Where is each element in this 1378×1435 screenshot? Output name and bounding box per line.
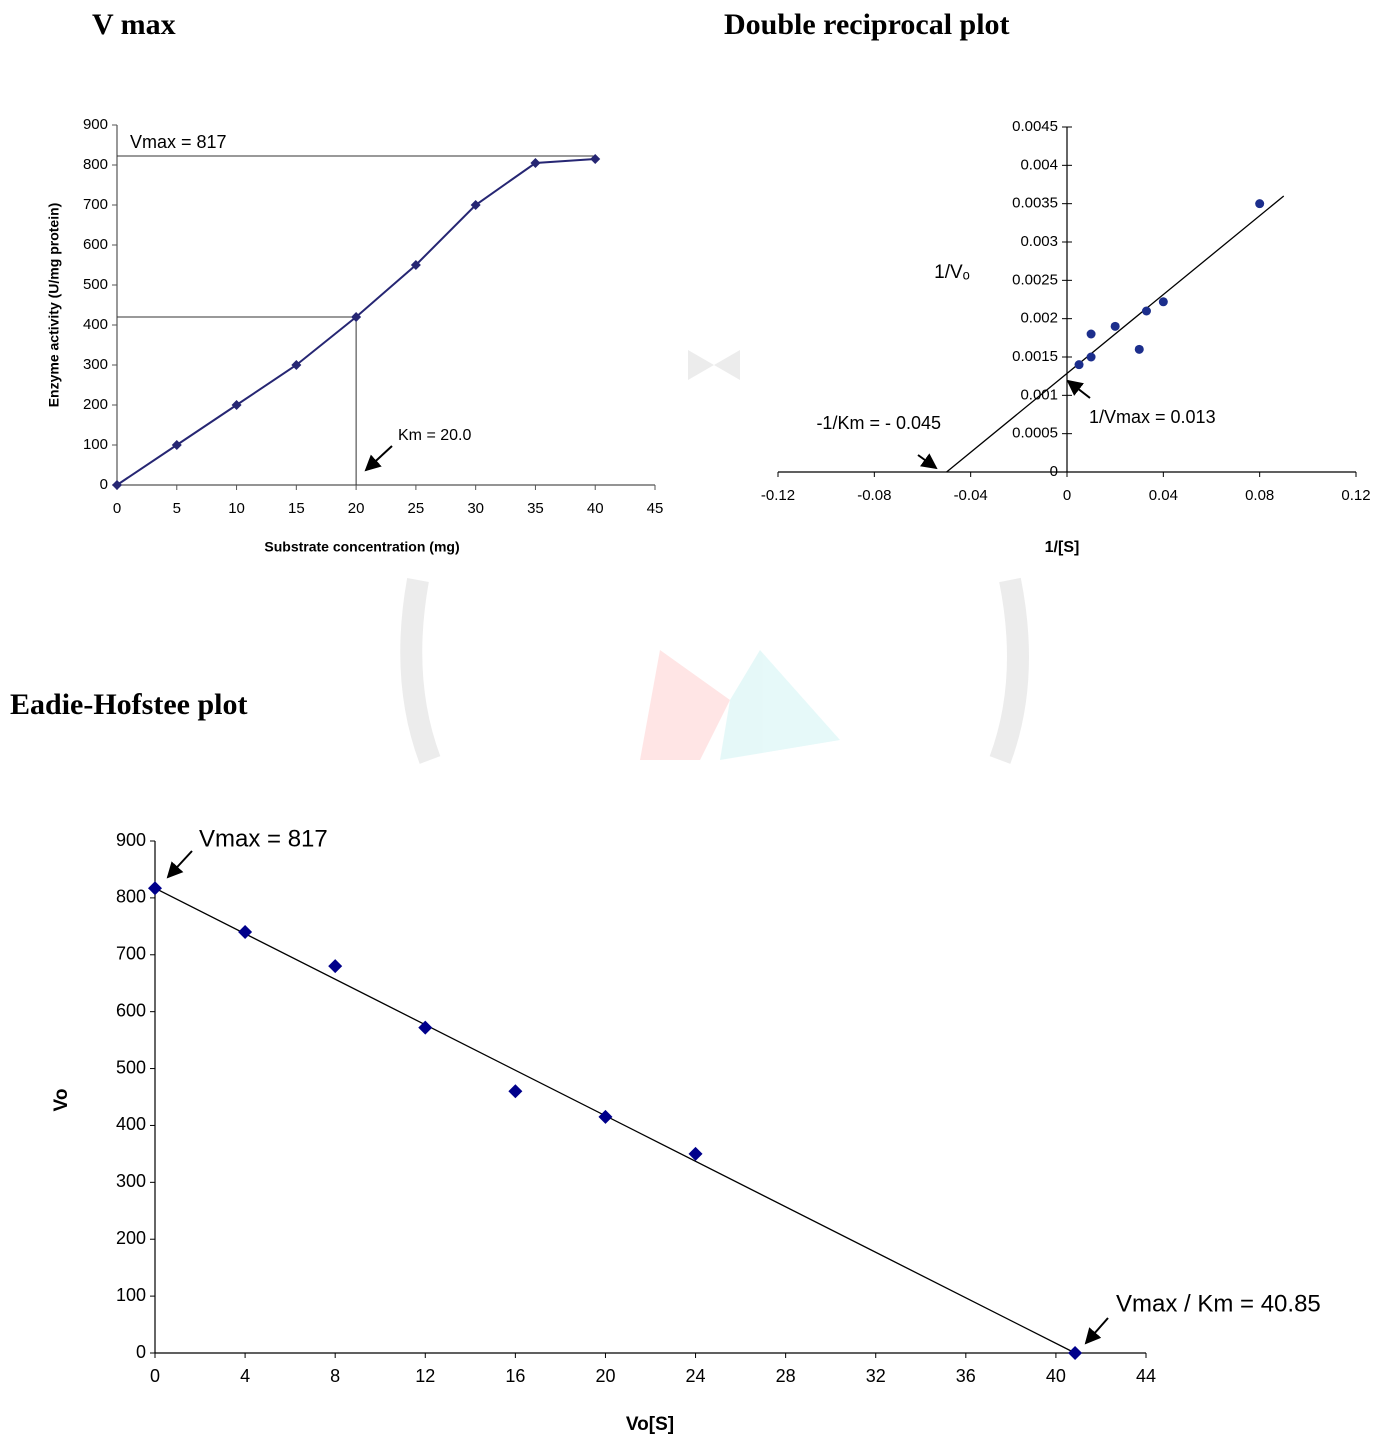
y-tick-label: 0.0035 <box>1012 195 1058 212</box>
chart: V max 0 100 200 300 400 500 600 700 800 900 0 5 10 15 2… <box>46 8 664 555</box>
x-tick-label: 25 <box>408 500 425 517</box>
x-tick-label: 28 <box>776 1366 796 1386</box>
annotation-arrow <box>168 851 192 877</box>
x-tick-label: 36 <box>956 1366 976 1386</box>
x-tick-label: 8 <box>330 1366 340 1386</box>
y-tick-label: 600 <box>83 236 108 253</box>
x-tick-label: 35 <box>527 500 544 517</box>
y-tick-label: 300 <box>83 356 108 373</box>
point <box>1068 1346 1082 1360</box>
trendline <box>947 196 1284 472</box>
document: V max01002003004005006007008009000510152… <box>0 0 1378 1435</box>
y-tick-label: 600 <box>116 1000 146 1020</box>
x-tick-label: 24 <box>686 1366 706 1386</box>
point <box>1159 297 1168 306</box>
annotation: Km = 20.0 <box>398 427 471 444</box>
x-tick-label: -0.08 <box>857 487 891 504</box>
point <box>148 881 162 895</box>
y-tick-label: 200 <box>116 1228 146 1248</box>
x-tick-label: 20 <box>348 500 365 517</box>
y-tick-label: 0.001 <box>1020 386 1058 403</box>
point <box>1087 330 1096 339</box>
y-axis-label: Vo <box>51 1089 72 1112</box>
y-tick-label: 0.0045 <box>1012 118 1058 135</box>
x-tick-label: 30 <box>467 500 484 517</box>
annotation-arrow <box>366 446 392 470</box>
x-axis-label: Substrate concentration (mg) <box>264 539 459 555</box>
y-tick-label: 700 <box>83 196 108 213</box>
y-tick-label: 0.004 <box>1020 156 1058 173</box>
x-tick-label: -0.12 <box>761 487 795 504</box>
point <box>1111 322 1120 331</box>
x-tick-label: 45 <box>647 500 664 517</box>
annotation-arrow <box>1086 1318 1108 1343</box>
annotation: Vmax = 817 <box>130 132 227 152</box>
y-tick-label: 0.002 <box>1020 310 1058 327</box>
y-tick-label: 0.003 <box>1020 233 1058 250</box>
x-tick-label: 32 <box>866 1366 886 1386</box>
annotation: Vmax = 817 <box>199 825 328 852</box>
y-tick-label: 200 <box>83 396 108 413</box>
y-tick-label: 500 <box>83 276 108 293</box>
y-tick-label: 0.0025 <box>1012 271 1058 288</box>
x-tick-label: 4 <box>240 1366 250 1386</box>
y-tick-label: 800 <box>116 887 146 907</box>
annotation-arrow <box>918 455 936 468</box>
x-tick-label: 40 <box>1046 1366 1066 1386</box>
chart: Double reciprocal plot 0 0.0005 0.001 0.0015… <box>724 8 1371 556</box>
chart: Eadie-Hofstee plot0100200300400500600700… <box>10 688 1321 1435</box>
y-tick-label: 100 <box>83 436 108 453</box>
point <box>328 959 342 973</box>
point <box>508 1084 522 1098</box>
x-tick-label: 16 <box>505 1366 525 1386</box>
point <box>1075 360 1084 369</box>
y-axis-label: 1/Vₒ <box>934 262 970 283</box>
x-tick-label: 20 <box>595 1366 615 1386</box>
x-tick-label: 0 <box>150 1366 160 1386</box>
y-tick-label: 900 <box>116 830 146 850</box>
point <box>1087 353 1096 362</box>
point <box>1255 199 1264 208</box>
watermark <box>411 350 1018 760</box>
trendline <box>155 888 1075 1353</box>
y-tick-label: 0 <box>136 1342 146 1362</box>
x-tick-label: 5 <box>173 500 181 517</box>
chart-heading: Eadie-Hofstee plot <box>10 688 247 721</box>
x-tick-label: 15 <box>288 500 305 517</box>
x-tick-label: -0.04 <box>954 487 988 504</box>
y-tick-label: 900 <box>83 116 108 133</box>
y-tick-label: 700 <box>116 944 146 964</box>
annotation: 1/Vmax = 0.013 <box>1089 407 1216 427</box>
x-tick-label: 44 <box>1136 1366 1156 1386</box>
y-tick-label: 800 <box>83 156 108 173</box>
annotation: Vmax / Km = 40.85 <box>1116 1290 1321 1317</box>
point <box>1142 307 1151 316</box>
y-tick-label: 100 <box>116 1285 146 1305</box>
x-tick-label: 0.12 <box>1341 487 1370 504</box>
y-tick-label: 300 <box>116 1171 146 1191</box>
y-tick-label: 400 <box>116 1114 146 1134</box>
chart-heading: Double reciprocal plot <box>724 8 1010 41</box>
x-axis-label: Vo[S] <box>626 1414 674 1435</box>
x-tick-label: 40 <box>587 500 604 517</box>
x-tick-label: 10 <box>228 500 245 517</box>
x-tick-label: 0.08 <box>1245 487 1274 504</box>
chart-heading: V max <box>92 8 176 41</box>
point <box>598 1110 612 1124</box>
y-tick-label: 400 <box>83 316 108 333</box>
y-tick-label: 0.0005 <box>1012 425 1058 442</box>
y-tick-label: 500 <box>116 1057 146 1077</box>
page: {"chart_data": [ {"type": "line", "title… <box>0 0 1378 1435</box>
x-tick-label: 0 <box>113 500 121 517</box>
x-tick-label: 12 <box>415 1366 435 1386</box>
y-tick-label: 0 <box>100 476 108 493</box>
annotation: -1/Km = - 0.045 <box>816 413 941 433</box>
y-tick-label: 0.0015 <box>1012 348 1058 365</box>
point <box>1135 345 1144 354</box>
x-tick-label: 0.04 <box>1149 487 1178 504</box>
y-tick-label: 0 <box>1050 463 1058 480</box>
x-tick-label: 0 <box>1063 487 1071 504</box>
y-axis-label: Enzyme activity (U/mg protein) <box>46 203 62 408</box>
x-axis-label: 1/[S] <box>1045 539 1080 556</box>
